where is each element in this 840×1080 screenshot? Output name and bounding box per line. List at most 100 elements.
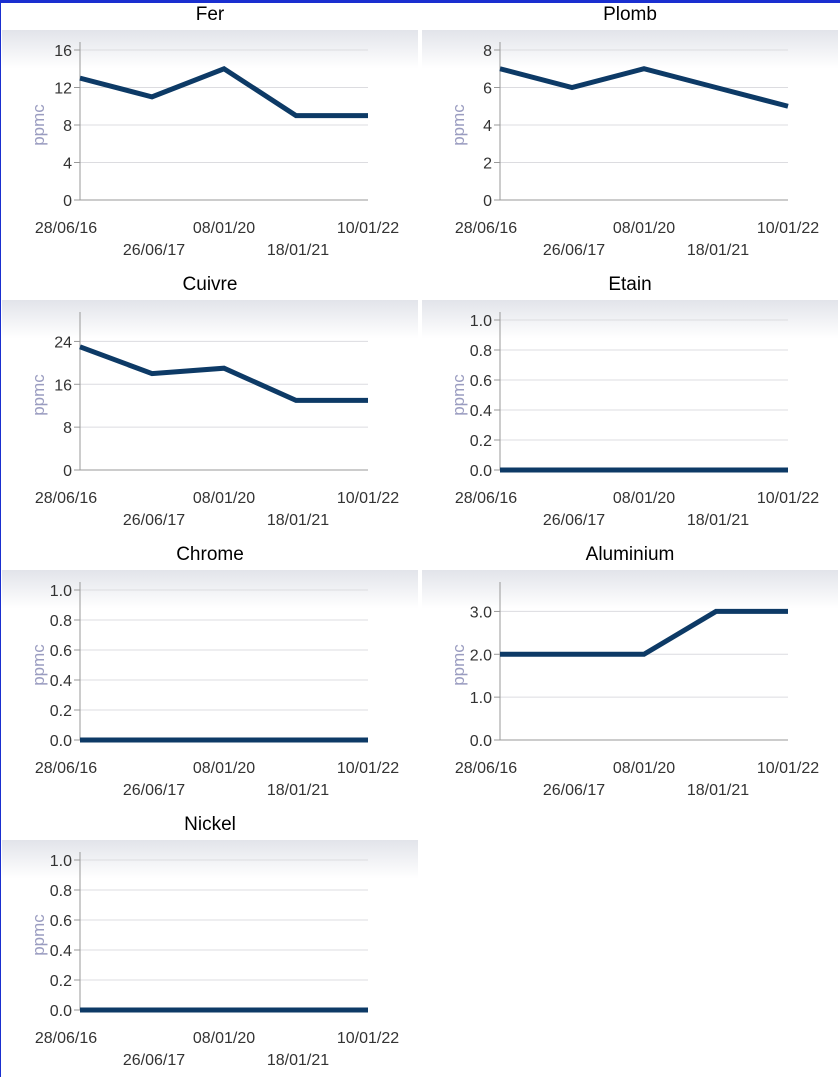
x-tick-label: 18/01/21 — [267, 512, 329, 529]
chart-svg: 0 2 4 6 8 ppmc 28/06/16 08/01/20 10/01/22 26/06/1… — [422, 30, 838, 259]
chart-svg: 0.0 0.2 0.4 0.6 0.8 1.0 ppmc 28/06/16 08/01/20 10… — [2, 570, 418, 799]
x-tick-label: 10/01/22 — [337, 220, 399, 237]
y-tick-label: 0 — [483, 193, 492, 210]
y-tick-label: 0.2 — [50, 703, 72, 720]
chart-svg: 0 4 8 12 16 ppmc 28/06/16 08/01/20 10/01/22 26/06… — [2, 30, 418, 259]
y-tick-label: 2.0 — [470, 647, 492, 664]
x-tick-label: 26/06/17 — [123, 242, 185, 259]
plot-background — [2, 30, 418, 100]
plot-background — [2, 840, 418, 910]
y-axis-label: ppmc — [29, 644, 48, 686]
chart-title: Chrome — [176, 544, 244, 565]
x-tick-label: 10/01/22 — [337, 490, 399, 507]
x-tick-label: 18/01/21 — [267, 242, 329, 259]
y-tick-label: 0.0 — [50, 1003, 72, 1020]
x-tick-label: 28/06/16 — [455, 220, 517, 237]
x-tick-label: 28/06/16 — [35, 1030, 97, 1047]
chart-title: Cuivre — [182, 274, 238, 295]
x-tick-label: 18/01/21 — [267, 1052, 329, 1069]
x-tick-label: 28/06/16 — [35, 220, 97, 237]
x-tick-label: 08/01/20 — [613, 760, 675, 777]
y-tick-label: 0.0 — [50, 733, 72, 750]
x-tick-label: 10/01/22 — [757, 490, 819, 507]
y-axis-label: ppmc — [29, 914, 48, 956]
y-tick-label: 0.6 — [470, 373, 492, 390]
chart-panel-nickel: Nickel 0.0 0.2 0.4 0.6 0.8 1.0 ppmc 28/06/16 08/… — [0, 810, 420, 1080]
y-tick-label: 0.4 — [50, 673, 72, 690]
y-tick-label: 4 — [483, 118, 492, 135]
y-tick-label: 16 — [54, 377, 72, 394]
y-tick-label: 4 — [63, 156, 72, 173]
x-tick-label: 26/06/17 — [123, 512, 185, 529]
y-tick-label: 8 — [483, 43, 492, 60]
y-tick-label: 0.8 — [470, 343, 492, 360]
x-tick-label: 08/01/20 — [193, 490, 255, 507]
x-tick-label: 18/01/21 — [687, 512, 749, 529]
series-line — [499, 66, 789, 109]
y-tick-label: 6 — [483, 81, 492, 98]
chart-title: Aluminium — [585, 544, 675, 565]
y-tick-label: 1.0 — [470, 313, 492, 330]
x-tick-label: 26/06/17 — [543, 512, 605, 529]
x-tick-label: 26/06/17 — [123, 782, 185, 799]
x-tick-label: 18/01/21 — [687, 242, 749, 259]
y-axis-label: ppmc — [449, 374, 468, 416]
x-tick-label: 08/01/20 — [193, 1030, 255, 1047]
x-tick-label: 10/01/22 — [757, 220, 819, 237]
chart-panel-plomb: Plomb 0 2 4 6 8 ppmc 28/06/16 08/01/20 10/01/22 2… — [420, 0, 840, 270]
x-tick-label: 10/01/22 — [337, 1030, 399, 1047]
y-tick-label: 16 — [54, 43, 72, 60]
x-tick-label: 28/06/16 — [35, 490, 97, 507]
y-tick-label: 3.0 — [470, 604, 492, 621]
plot-background — [2, 570, 418, 640]
plot-background — [422, 300, 838, 370]
y-tick-label: 0 — [63, 463, 72, 480]
y-tick-label: 8 — [63, 118, 72, 135]
x-tick-label: 18/01/21 — [687, 782, 749, 799]
y-tick-label: 0.2 — [50, 973, 72, 990]
plot-background — [422, 30, 838, 100]
x-tick-label: 28/06/16 — [35, 760, 97, 777]
y-tick-label: 8 — [63, 420, 72, 437]
chart-title: Plomb — [603, 4, 657, 25]
y-tick-label: 0.4 — [50, 943, 72, 960]
chart-title: Fer — [195, 4, 225, 25]
plot-background — [2, 300, 418, 370]
y-tick-label: 0.6 — [50, 913, 72, 930]
y-tick-label: 0.8 — [50, 883, 72, 900]
series-line — [79, 65, 368, 119]
x-tick-label: 10/01/22 — [337, 760, 399, 777]
series-line — [500, 608, 788, 657]
y-tick-label: 0.6 — [50, 643, 72, 660]
y-tick-label: 2 — [483, 156, 492, 173]
x-tick-label: 28/06/16 — [455, 490, 517, 507]
y-tick-label: 0.0 — [470, 733, 492, 750]
x-tick-label: 08/01/20 — [193, 760, 255, 777]
x-tick-label: 26/06/17 — [543, 242, 605, 259]
y-tick-label: 24 — [54, 334, 72, 351]
chart-svg: 0 8 16 24 ppmc 28/06/16 08/01/20 10/01/22 26/06/… — [2, 300, 418, 529]
y-tick-label: 0 — [63, 193, 72, 210]
y-tick-label: 0.4 — [470, 403, 492, 420]
x-tick-label: 08/01/20 — [613, 220, 675, 237]
x-tick-label: 26/06/17 — [543, 782, 605, 799]
y-axis-label: ppmc — [29, 104, 48, 146]
y-tick-label: 0.2 — [470, 433, 492, 450]
chart-svg: 0.0 0.2 0.4 0.6 0.8 1.0 ppmc 28/06/16 08/01/20 10… — [422, 300, 838, 529]
x-tick-label: 08/01/20 — [193, 220, 255, 237]
y-tick-label: 1.0 — [50, 853, 72, 870]
y-tick-label: 1.0 — [50, 583, 72, 600]
chart-panel-etain: Etain 0.0 0.2 0.4 0.6 0.8 1.0 ppmc 28/06/16 08/0… — [420, 270, 840, 540]
chart-panel-fer: Fer 0 4 8 12 16 ppmc 28/06/16 08/01/20 10/01/22 2… — [0, 0, 420, 270]
y-tick-label: 0.0 — [470, 463, 492, 480]
y-tick-label: 0.8 — [50, 613, 72, 630]
chart-svg: 0.0 1.0 2.0 3.0 ppmc 28/06/16 08/01/20 10/01/22… — [422, 570, 838, 799]
y-axis-label: ppmc — [449, 104, 468, 146]
chart-title: Etain — [608, 274, 652, 295]
chart-svg: 0.0 0.2 0.4 0.6 0.8 1.0 ppmc 28/06/16 08/01/20 10… — [2, 840, 418, 1069]
chart-title: Nickel — [184, 814, 236, 835]
x-tick-label: 28/06/16 — [455, 760, 517, 777]
series-line — [79, 344, 368, 403]
x-tick-label: 10/01/22 — [757, 760, 819, 777]
